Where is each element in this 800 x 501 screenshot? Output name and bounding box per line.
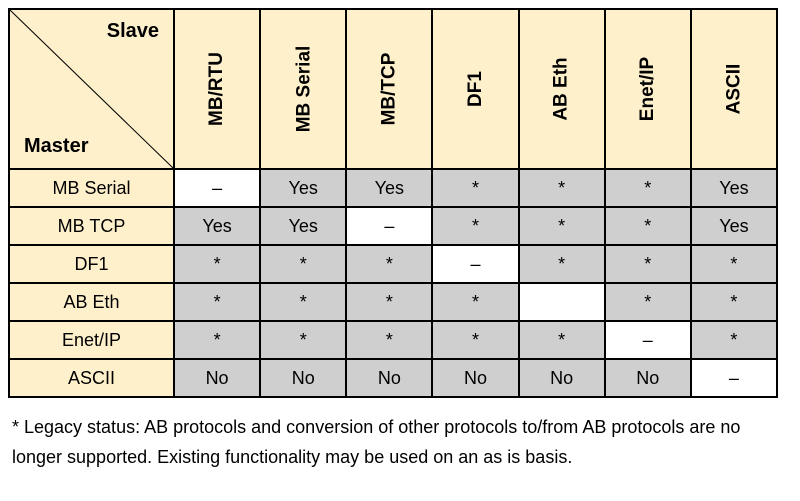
diagonal-divider (10, 10, 173, 168)
matrix-cell: No (259, 358, 348, 398)
matrix-cell: Yes (345, 168, 434, 208)
matrix-cell: * (259, 244, 348, 284)
protocol-matrix-table: Slave Master MB/RTU MB Serial MB/TCP DF1… (8, 8, 779, 398)
column-header-label: MB Serial (293, 45, 315, 133)
table-row: MB TCP Yes Yes – * * * Yes (8, 206, 779, 246)
matrix-cell: * (345, 282, 434, 322)
matrix-cell: No (431, 358, 520, 398)
row-header: DF1 (8, 244, 175, 284)
matrix-cell: No (172, 358, 262, 398)
matrix-cell: * (517, 206, 606, 246)
matrix-cell: * (603, 244, 692, 284)
column-header-label: AB Eth (550, 57, 572, 121)
matrix-cell: Yes (259, 206, 348, 246)
matrix-cell: – (431, 244, 520, 284)
matrix-cell: – (345, 206, 434, 246)
matrix-cell: No (603, 358, 692, 398)
matrix-cell: Yes (172, 206, 262, 246)
column-header-mb-tcp: MB/TCP (345, 8, 434, 170)
slave-axis-label: Slave (106, 20, 159, 42)
column-header-df1: DF1 (431, 8, 520, 170)
matrix-cell: * (689, 244, 779, 284)
matrix-cell: * (689, 282, 779, 322)
matrix-cell: * (603, 168, 692, 208)
matrix-cell: Yes (689, 206, 779, 246)
matrix-cell: * (345, 320, 434, 360)
matrix-cell: * (517, 320, 606, 360)
matrix-cell: * (259, 320, 348, 360)
matrix-cell: * (431, 282, 520, 322)
table-row: AB Eth * * * * * * (8, 282, 779, 322)
matrix-cell: – (689, 358, 779, 398)
matrix-cell: No (345, 358, 434, 398)
corner-cell: Slave Master (8, 8, 175, 170)
matrix-cell: * (517, 168, 606, 208)
matrix-cell: * (431, 168, 520, 208)
matrix-cell: * (259, 282, 348, 322)
matrix-cell: * (431, 206, 520, 246)
column-header-ascii: ASCII (689, 8, 779, 170)
column-header-enet-ip: Enet/IP (603, 8, 692, 170)
row-header: MB Serial (8, 168, 175, 208)
matrix-cell: – (172, 168, 262, 208)
legacy-status-footnote: * Legacy status: AB protocols and conver… (12, 417, 741, 467)
header-row: Slave Master MB/RTU MB Serial MB/TCP DF1… (8, 8, 779, 170)
table-row: Enet/IP * * * * * – * (8, 320, 779, 360)
row-header: ASCII (8, 358, 175, 398)
column-header-mb-serial: MB Serial (259, 8, 348, 170)
table-row: DF1 * * * – * * * (8, 244, 779, 284)
table-row: MB Serial – Yes Yes * * * Yes (8, 168, 779, 208)
matrix-cell: * (603, 282, 692, 322)
column-header-ab-eth: AB Eth (517, 8, 606, 170)
row-header: AB Eth (8, 282, 175, 322)
matrix-cell: * (345, 244, 434, 284)
matrix-cell: * (172, 244, 262, 284)
row-header: Enet/IP (8, 320, 175, 360)
matrix-cell: * (172, 320, 262, 360)
matrix-cell: – (603, 320, 692, 360)
matrix-cell: Yes (689, 168, 779, 208)
column-header-label: MB/RTU (206, 52, 228, 126)
master-axis-label: Master (24, 135, 89, 157)
matrix-cell: Yes (259, 168, 348, 208)
row-header: MB TCP (8, 206, 175, 246)
matrix-cell: * (431, 320, 520, 360)
table-row: ASCII No No No No No No – (8, 358, 779, 398)
column-header-label: Enet/IP (636, 56, 658, 122)
column-header-label: MB/TCP (378, 52, 400, 126)
matrix-cell: * (689, 320, 779, 360)
matrix-cell: No (517, 358, 606, 398)
column-header-mb-rtu: MB/RTU (172, 8, 262, 170)
matrix-cell (517, 282, 606, 322)
column-header-label: DF1 (464, 71, 486, 107)
matrix-cell: * (517, 244, 606, 284)
column-header-label: ASCII (722, 63, 744, 115)
matrix-cell: * (603, 206, 692, 246)
matrix-cell: * (172, 282, 262, 322)
